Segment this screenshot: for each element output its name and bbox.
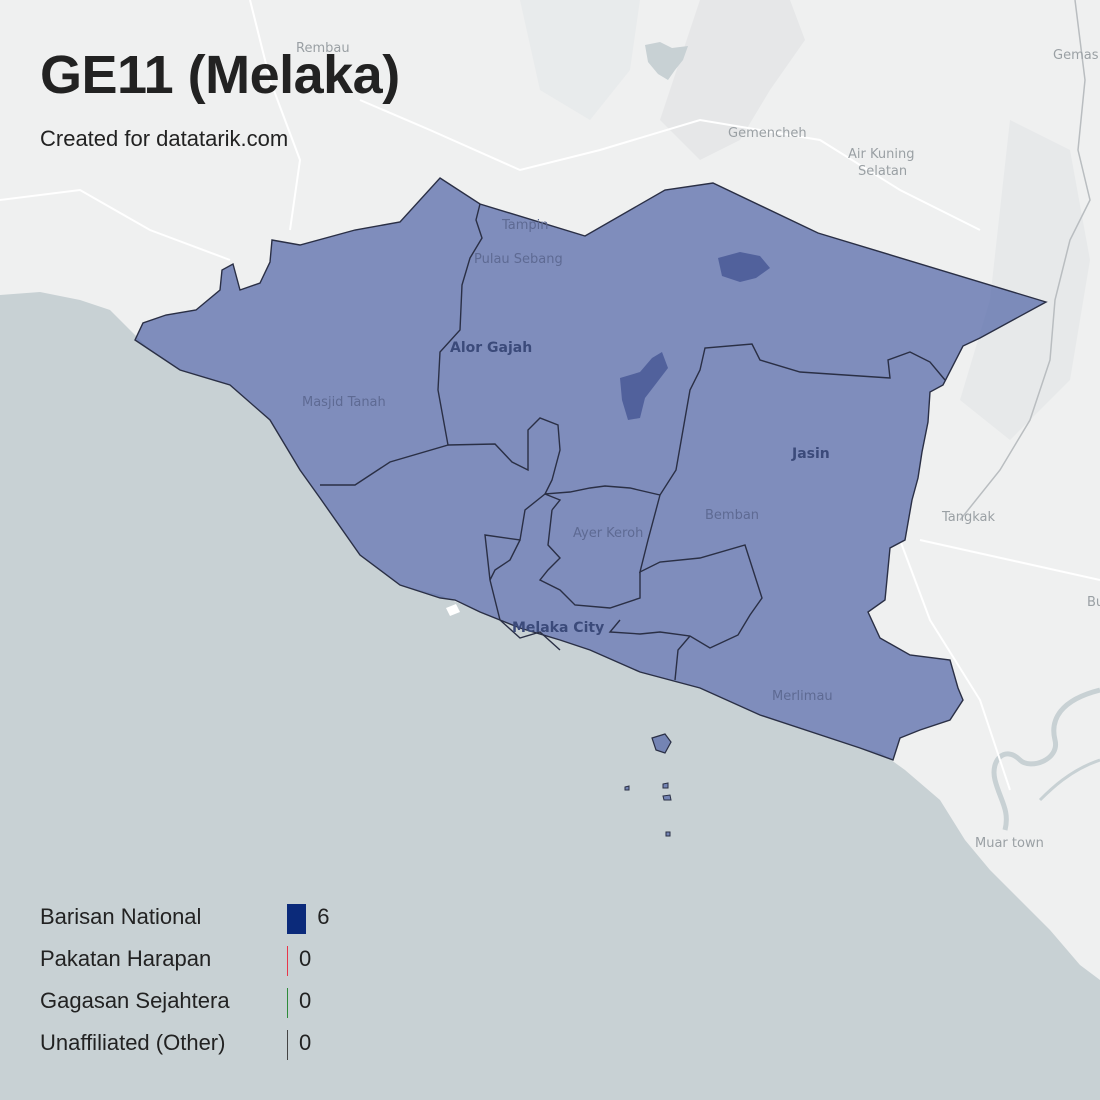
island bbox=[665, 831, 671, 837]
constituency-borders bbox=[320, 203, 946, 681]
terrain-shade bbox=[960, 120, 1090, 440]
page-title: GE11 (Melaka) bbox=[40, 45, 400, 105]
label-rembau: Rembau bbox=[296, 41, 350, 56]
label-air-kuning-line1: Air Kuning bbox=[848, 147, 914, 162]
terrain-shade bbox=[660, 0, 805, 160]
legend-label: Gagasan Sejahtera bbox=[40, 988, 230, 1013]
legend-swatch bbox=[287, 904, 307, 934]
island bbox=[624, 785, 630, 791]
melaka-region bbox=[134, 177, 1048, 761]
label-jasin: Jasin bbox=[791, 446, 830, 462]
legend-swatch bbox=[287, 1030, 288, 1060]
label-air-kuning-line2: Selatan bbox=[858, 164, 907, 179]
terrain-shade bbox=[520, 0, 640, 120]
legend-label: Barisan National bbox=[40, 904, 202, 929]
legend-count: 0 bbox=[299, 946, 312, 971]
label-melaka-city: Melaka City bbox=[512, 620, 604, 636]
island bbox=[651, 733, 672, 754]
label-muar-town: Muar town bbox=[975, 836, 1044, 851]
legend-label: Unaffiliated (Other) bbox=[40, 1030, 226, 1055]
island bbox=[662, 794, 672, 801]
river bbox=[1038, 758, 1100, 802]
label-tangkak: Tangkak bbox=[941, 510, 996, 525]
label-alor-gajah: Alor Gajah bbox=[450, 340, 532, 356]
reservoir bbox=[718, 252, 770, 282]
label-gemencheh: Gemencheh bbox=[728, 126, 807, 141]
label-pulau-sebang: Pulau Sebang bbox=[474, 252, 563, 267]
label-bu: Bu bbox=[1087, 595, 1100, 610]
label-tampin: Tampin bbox=[501, 218, 549, 233]
legend-swatch bbox=[287, 946, 288, 976]
legend-count: 6 bbox=[317, 904, 330, 929]
label-ayer-keroh: Ayer Keroh bbox=[573, 526, 643, 541]
page-subtitle: Created for datatarik.com bbox=[40, 126, 289, 151]
label-merlimau: Merlimau bbox=[772, 689, 833, 704]
label-gemas: Gemas bbox=[1053, 48, 1099, 63]
island bbox=[662, 782, 669, 789]
legend-count: 0 bbox=[299, 988, 312, 1013]
river bbox=[991, 687, 1100, 831]
legend-swatch bbox=[287, 988, 288, 1018]
coast-patch bbox=[446, 604, 460, 616]
label-bemban: Bemban bbox=[705, 508, 759, 523]
legend-count: 0 bbox=[299, 1030, 312, 1055]
legend-label: Pakatan Harapan bbox=[40, 946, 212, 971]
reservoir bbox=[620, 352, 668, 420]
state-border bbox=[959, 0, 1091, 521]
lake bbox=[645, 42, 688, 80]
label-masjid-tanah: Masjid Tanah bbox=[302, 395, 386, 410]
roads bbox=[0, 0, 1100, 791]
